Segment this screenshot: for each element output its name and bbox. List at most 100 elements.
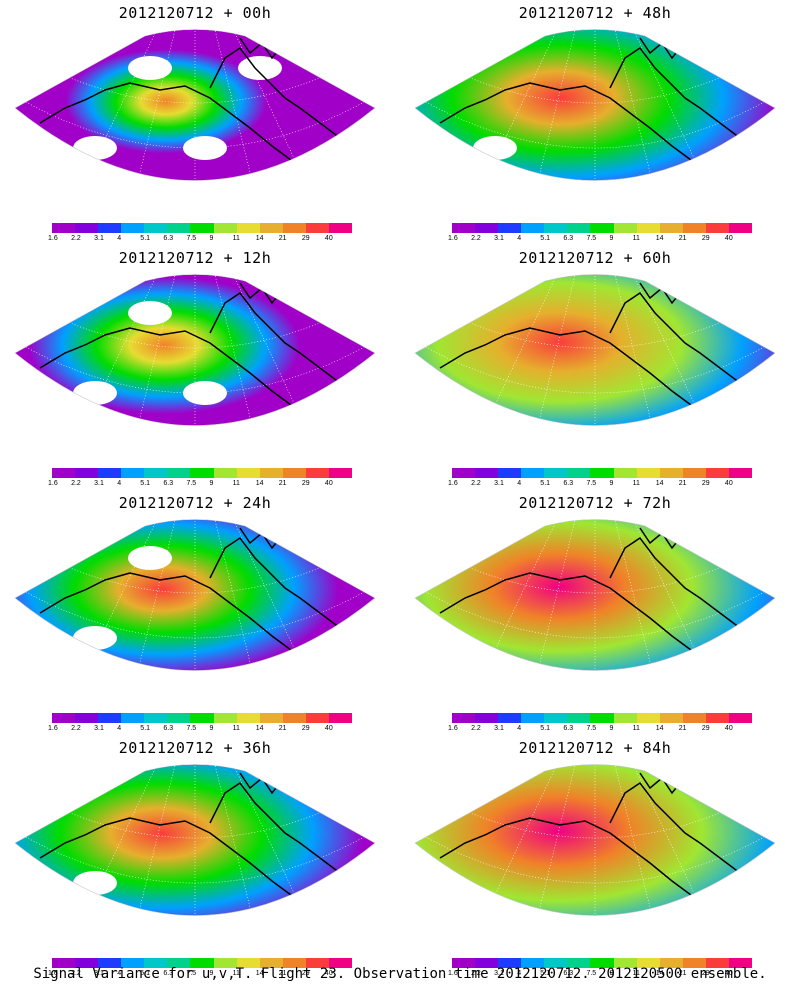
colorbar-swatch <box>567 713 591 723</box>
colorbar-swatch <box>236 713 260 723</box>
colorbar-swatch <box>144 468 168 478</box>
colorbar-tick-label: 9 <box>609 725 614 732</box>
colorbar-tick-label: 40 <box>724 480 733 487</box>
colorbar-tick-label: 9 <box>209 725 214 732</box>
colorbar-swatch <box>328 958 353 968</box>
colorbar-tick-label: 1.6 <box>48 235 58 242</box>
panel-title: 2012120712 + 24h <box>118 494 272 512</box>
colorbar-swatch <box>613 468 637 478</box>
colorbar-tick-label: 11 <box>632 970 640 977</box>
colorbar-swatch <box>190 713 214 723</box>
map-panel: 2012120712 + 60h 1.6 2.2 3.1 4 5.1 6.3 7.5 9 11 14… <box>400 245 790 487</box>
colorbar-tick-label: 4 <box>117 480 122 487</box>
colorbar-swatch <box>682 958 706 968</box>
colorbar-swatch <box>75 223 99 233</box>
colorbar-swatch <box>636 958 660 968</box>
colorbar-swatch <box>213 223 237 233</box>
colorbar-swatch <box>121 958 145 968</box>
colorbar-tick-label: 14 <box>655 235 664 242</box>
variance-map <box>414 764 776 916</box>
colorbar-tick-label: 6.3 <box>163 725 174 732</box>
colorbar-tick-label: 40 <box>324 480 333 487</box>
figure-caption: Signal Variance for u,v,T. Flight 23. Ob… <box>33 966 767 982</box>
colorbar-swatch <box>475 958 499 968</box>
colorbar-swatch <box>98 468 122 478</box>
colorbar-tick-label: 2.2 <box>471 970 481 977</box>
colorbar-tick-label: 9 <box>209 235 214 242</box>
colorbar-tick-label: 11 <box>232 970 240 977</box>
colorbar-swatch <box>121 713 145 723</box>
colorbar-tick-label: 9 <box>609 235 614 242</box>
colorbar-tick-label: 21 <box>678 970 687 977</box>
colorbar-tick-label: 2.2 <box>71 480 81 487</box>
colorbar-swatch <box>544 468 568 478</box>
colorbar-swatch <box>328 713 353 723</box>
colorbar-swatch <box>705 713 729 723</box>
panel-title: 2012120712 + 60h <box>518 249 672 267</box>
colorbar-tick-label: 11 <box>632 480 640 487</box>
colorbar <box>452 958 753 968</box>
colorbar-tick-label: 29 <box>701 725 710 732</box>
colorbar-tick-label: 11 <box>232 235 240 242</box>
colorbar-swatch <box>728 468 753 478</box>
colorbar-swatch <box>728 223 753 233</box>
map-panel: 2012120712 + 48h 1.6 2.2 3.1 4 5.1 6.3 7.5 9 11 14… <box>400 0 790 242</box>
colorbar-swatch <box>328 468 353 478</box>
map-panel: 2012120712 + 72h 1.6 2.2 3.1 4 5.1 6.3 7.5 9 11 14… <box>400 490 790 732</box>
colorbar-tick-label: 6.3 <box>563 480 574 487</box>
colorbar-swatch <box>236 223 260 233</box>
panel-title: 2012120712 + 36h <box>118 739 272 757</box>
colorbar-ticks: 1.6 2.2 3.1 4 5.1 6.3 7.5 9 11 14 21 29 40 <box>44 235 344 245</box>
map-panel: 2012120712 + 12h 1.6 2.2 3.1 4 5.1 6.3 7.5 9 11 14… <box>0 245 390 487</box>
colorbar-tick-label: 7.5 <box>586 480 597 487</box>
colorbar-ticks: 1.6 2.2 3.1 4 5.1 6.3 7.5 9 11 14 21 29 40 <box>44 970 344 980</box>
map-panel: 2012120712 + 24h 1.6 2.2 3.1 4 5.1 6.3 7.5 9 11 14… <box>0 490 390 732</box>
colorbar-tick-label: 7.5 <box>186 480 197 487</box>
colorbar-tick-label: 40 <box>324 970 333 977</box>
colorbar-tick-label: 3.1 <box>94 970 104 977</box>
colorbar-tick-label: 6.3 <box>163 235 174 242</box>
colorbar-swatch <box>544 713 568 723</box>
colorbar-tick-label: 14 <box>255 235 264 242</box>
colorbar-tick-label: 6.3 <box>563 235 574 242</box>
colorbar-ticks: 1.6 2.2 3.1 4 5.1 6.3 7.5 9 11 14 21 29 40 <box>444 235 744 245</box>
colorbar <box>452 468 753 478</box>
colorbar-tick-label: 7.5 <box>186 970 197 977</box>
colorbar-tick-label: 4 <box>117 970 122 977</box>
colorbar-swatch <box>475 223 499 233</box>
colorbar-tick-label: 1.6 <box>448 480 458 487</box>
colorbar-swatch <box>544 958 568 968</box>
colorbar-swatch <box>498 468 522 478</box>
variance-map <box>14 519 376 671</box>
colorbar-tick-label: 11 <box>232 725 240 732</box>
colorbar-tick-label: 29 <box>301 725 310 732</box>
colorbar-tick-label: 2.2 <box>71 970 81 977</box>
colorbar-swatch <box>590 958 614 968</box>
colorbar-swatch <box>282 468 306 478</box>
colorbar-swatch <box>305 468 329 478</box>
colorbar-swatch <box>52 713 76 723</box>
colorbar-tick-label: 29 <box>301 970 310 977</box>
colorbar <box>452 713 753 723</box>
colorbar-swatch <box>452 958 476 968</box>
colorbar-swatch <box>282 958 306 968</box>
colorbar-tick-label: 3.1 <box>94 725 104 732</box>
colorbar-swatch <box>475 713 499 723</box>
colorbar-swatch <box>121 223 145 233</box>
colorbar-tick-label: 14 <box>255 970 264 977</box>
colorbar-swatch <box>190 468 214 478</box>
colorbar-tick-label: 3.1 <box>94 480 104 487</box>
colorbar-swatch <box>705 223 729 233</box>
colorbar-tick-label: 11 <box>632 235 640 242</box>
colorbar-swatch <box>259 958 283 968</box>
colorbar-tick-label: 1.6 <box>48 480 58 487</box>
colorbar-tick-label: 3.1 <box>494 970 504 977</box>
colorbar-swatch <box>52 223 76 233</box>
colorbar-tick-label: 29 <box>301 480 310 487</box>
colorbar-tick-label: 5.1 <box>540 480 551 487</box>
colorbar-tick-label: 9 <box>209 480 214 487</box>
colorbar-tick-label: 40 <box>324 725 333 732</box>
colorbar-tick-label: 29 <box>301 235 310 242</box>
colorbar-swatch <box>52 958 76 968</box>
variance-map <box>14 274 376 426</box>
